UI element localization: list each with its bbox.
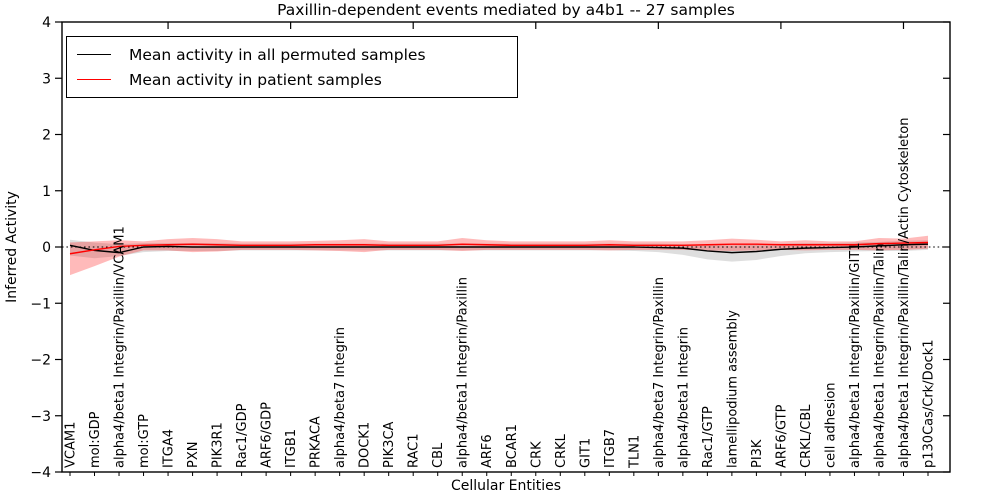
x-tick-label: Rac1/GTP bbox=[701, 406, 716, 468]
x-tick-label: lamellipodium assembly bbox=[725, 310, 740, 468]
x-tick-label: ITGA4 bbox=[162, 429, 177, 468]
legend-label-patient: Mean activity in patient samples bbox=[129, 70, 382, 89]
x-tick-label: cell adhesion bbox=[823, 382, 838, 468]
x-tick-label: RAC1 bbox=[407, 433, 422, 468]
legend-item-permuted: Mean activity in all permuted samples bbox=[77, 43, 517, 67]
y-tick-label: 2 bbox=[42, 128, 51, 144]
x-tick-label: ARF6/GTP bbox=[774, 404, 789, 468]
x-tick-label: PXN bbox=[186, 442, 201, 468]
x-tick-label: alpha4/beta7 Integrin bbox=[333, 327, 348, 468]
x-tick-label: alpha4/beta1 Integrin bbox=[676, 327, 691, 468]
x-tick-label: CRKL/CBL bbox=[799, 404, 814, 468]
x-tick-label: mol:GDP bbox=[88, 411, 103, 468]
series-line-0 bbox=[69, 243, 929, 254]
x-tick-label: PIK3R1 bbox=[211, 422, 226, 468]
legend-label-permuted: Mean activity in all permuted samples bbox=[129, 45, 426, 64]
y-tick-label: −3 bbox=[30, 409, 51, 425]
y-tick-label: −4 bbox=[30, 465, 51, 481]
x-tick-label: alpha4/beta7 Integrin/Paxillin bbox=[652, 277, 667, 468]
x-tick-label: alpha4/beta1 Integrin/Paxillin/VCAM1 bbox=[113, 226, 128, 468]
x-tick-label: DOCK1 bbox=[358, 422, 373, 468]
x-tick-label: alpha4/beta1 Integrin/Paxillin/Talin bbox=[872, 243, 887, 468]
y-tick-label: 4 bbox=[42, 15, 51, 31]
confidence-band-1 bbox=[70, 235, 928, 276]
y-axis-label: Inferred Activity bbox=[4, 191, 20, 303]
y-tick-label: −1 bbox=[30, 296, 51, 312]
x-tick-label: ITGB7 bbox=[603, 429, 618, 468]
x-tick-label: PI3K bbox=[750, 439, 765, 468]
x-tick-label: CRKL bbox=[554, 433, 569, 468]
x-tick-label: alpha4/beta1 Integrin/Paxillin/GIT1 bbox=[848, 242, 863, 468]
legend-line-sample-patient bbox=[77, 79, 111, 80]
series-line-1 bbox=[69, 241, 929, 255]
x-tick-label: p130Cas/Crk/Dock1 bbox=[922, 339, 937, 468]
x-tick-label: alpha4/beta1 Integrin/Paxillin bbox=[456, 277, 471, 468]
y-tick-label: 1 bbox=[42, 184, 51, 200]
x-tick-label: CBL bbox=[431, 442, 446, 468]
chart-title: Paxillin-dependent events mediated by a4… bbox=[277, 1, 735, 19]
x-tick-label: Rac1/GDP bbox=[235, 403, 250, 468]
x-tick-label: alpha4/beta1 Integrin/Paxillin/Talin/Act… bbox=[897, 118, 912, 468]
legend: Mean activity in all permuted samples Me… bbox=[66, 36, 518, 98]
x-tick-label: GIT1 bbox=[578, 438, 593, 468]
x-tick-label: CRK bbox=[529, 441, 544, 468]
x-tick-label: ITGB1 bbox=[284, 429, 299, 468]
x-tick-label: TLN1 bbox=[627, 435, 642, 469]
x-tick-label: VCAM1 bbox=[64, 422, 79, 468]
legend-line-sample-permuted bbox=[77, 54, 111, 55]
x-tick-label: mol:GTP bbox=[137, 414, 152, 468]
x-tick-label: PRKACA bbox=[309, 416, 324, 468]
y-tick-label: −2 bbox=[30, 353, 51, 369]
y-tick-label: 0 bbox=[42, 240, 51, 256]
x-tick-label: PIK3CA bbox=[382, 421, 397, 468]
x-tick-label: ARF6 bbox=[480, 434, 495, 468]
y-tick-label: 3 bbox=[42, 71, 51, 87]
legend-item-patient: Mean activity in patient samples bbox=[77, 68, 517, 92]
x-tick-label: BCAR1 bbox=[505, 424, 520, 468]
x-tick-label: ARF6/GDP bbox=[260, 402, 275, 468]
x-axis-label: Cellular Entities bbox=[450, 478, 562, 494]
